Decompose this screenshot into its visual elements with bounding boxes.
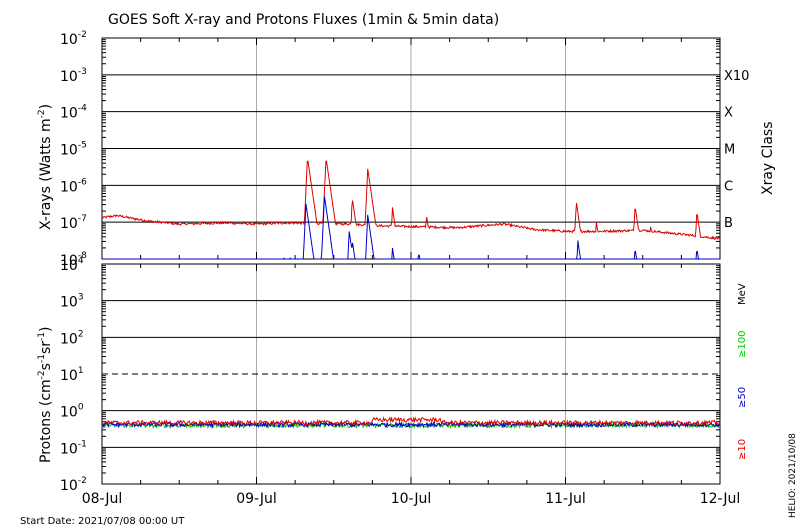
proton-ylabel: Protons (cm-2s-1sr-1)	[37, 327, 54, 463]
xray-class-title: Xray Class	[760, 122, 776, 196]
x-tick-label: 10-Jul	[391, 491, 432, 507]
y-tick-label: 10-4	[60, 104, 87, 122]
xray-class-label: B	[724, 216, 733, 231]
proton-unit-label: MeV	[737, 283, 748, 305]
x-tick-label: 08-Jul	[82, 491, 123, 507]
y-tick-label: 10-5	[60, 141, 87, 159]
chart-title: GOES Soft X-ray and Protons Fluxes (1min…	[108, 12, 499, 28]
xray-panel: 10-2 10-3 10-4 10-5 10-6 10-7 10-8 X10 X M C B	[60, 30, 749, 269]
xray-ylabel: X-rays (Watts m-2)	[37, 104, 54, 230]
x-tick-label: 09-Jul	[236, 491, 277, 507]
xray-class-label: X10	[724, 69, 749, 84]
proton-panel: 104 103 102 101 100 10-1 10-2	[60, 256, 721, 494]
proton-legend-10: ≥10	[737, 439, 748, 460]
xray-long-series	[101, 160, 721, 240]
y-tick-label: 102	[60, 329, 84, 347]
xray-short-series	[102, 196, 720, 260]
xray-class-label: X	[724, 106, 733, 121]
y-tick-label: 104	[60, 256, 84, 274]
y-tick-label: 10-2	[60, 476, 87, 494]
xray-class-label: C	[724, 179, 733, 194]
x-tick-label: 11-Jul	[545, 491, 586, 507]
proton-legend-100: ≥100	[737, 331, 748, 358]
x-axis-labels: 08-Jul 09-Jul 10-Jul 11-Jul 12-Jul	[82, 491, 741, 507]
start-date-label: Start Date: 2021/07/08 00:00 UT	[20, 516, 185, 527]
panel-frame	[101, 263, 721, 485]
y-tick-label: 10-8	[60, 251, 87, 269]
proton-p100-series	[101, 421, 721, 430]
x-tick-label: 12-Jul	[700, 491, 741, 507]
y-tick-label: 100	[60, 403, 84, 421]
y-tick-label: 103	[60, 293, 84, 311]
y-tick-label: 10-7	[60, 214, 87, 232]
credit-label: HELIO: 2021/10/08	[788, 433, 798, 518]
y-tick-label: 10-1	[60, 439, 87, 457]
y-tick-label: 10-3	[60, 67, 87, 85]
proton-legend-50: ≥50	[737, 387, 748, 408]
y-tick-label: 10-2	[60, 30, 87, 48]
y-tick-label: 101	[60, 366, 84, 384]
y-tick-label: 10-6	[60, 177, 87, 195]
xray-class-label: M	[724, 143, 735, 158]
proton-p10-series	[101, 416, 721, 427]
